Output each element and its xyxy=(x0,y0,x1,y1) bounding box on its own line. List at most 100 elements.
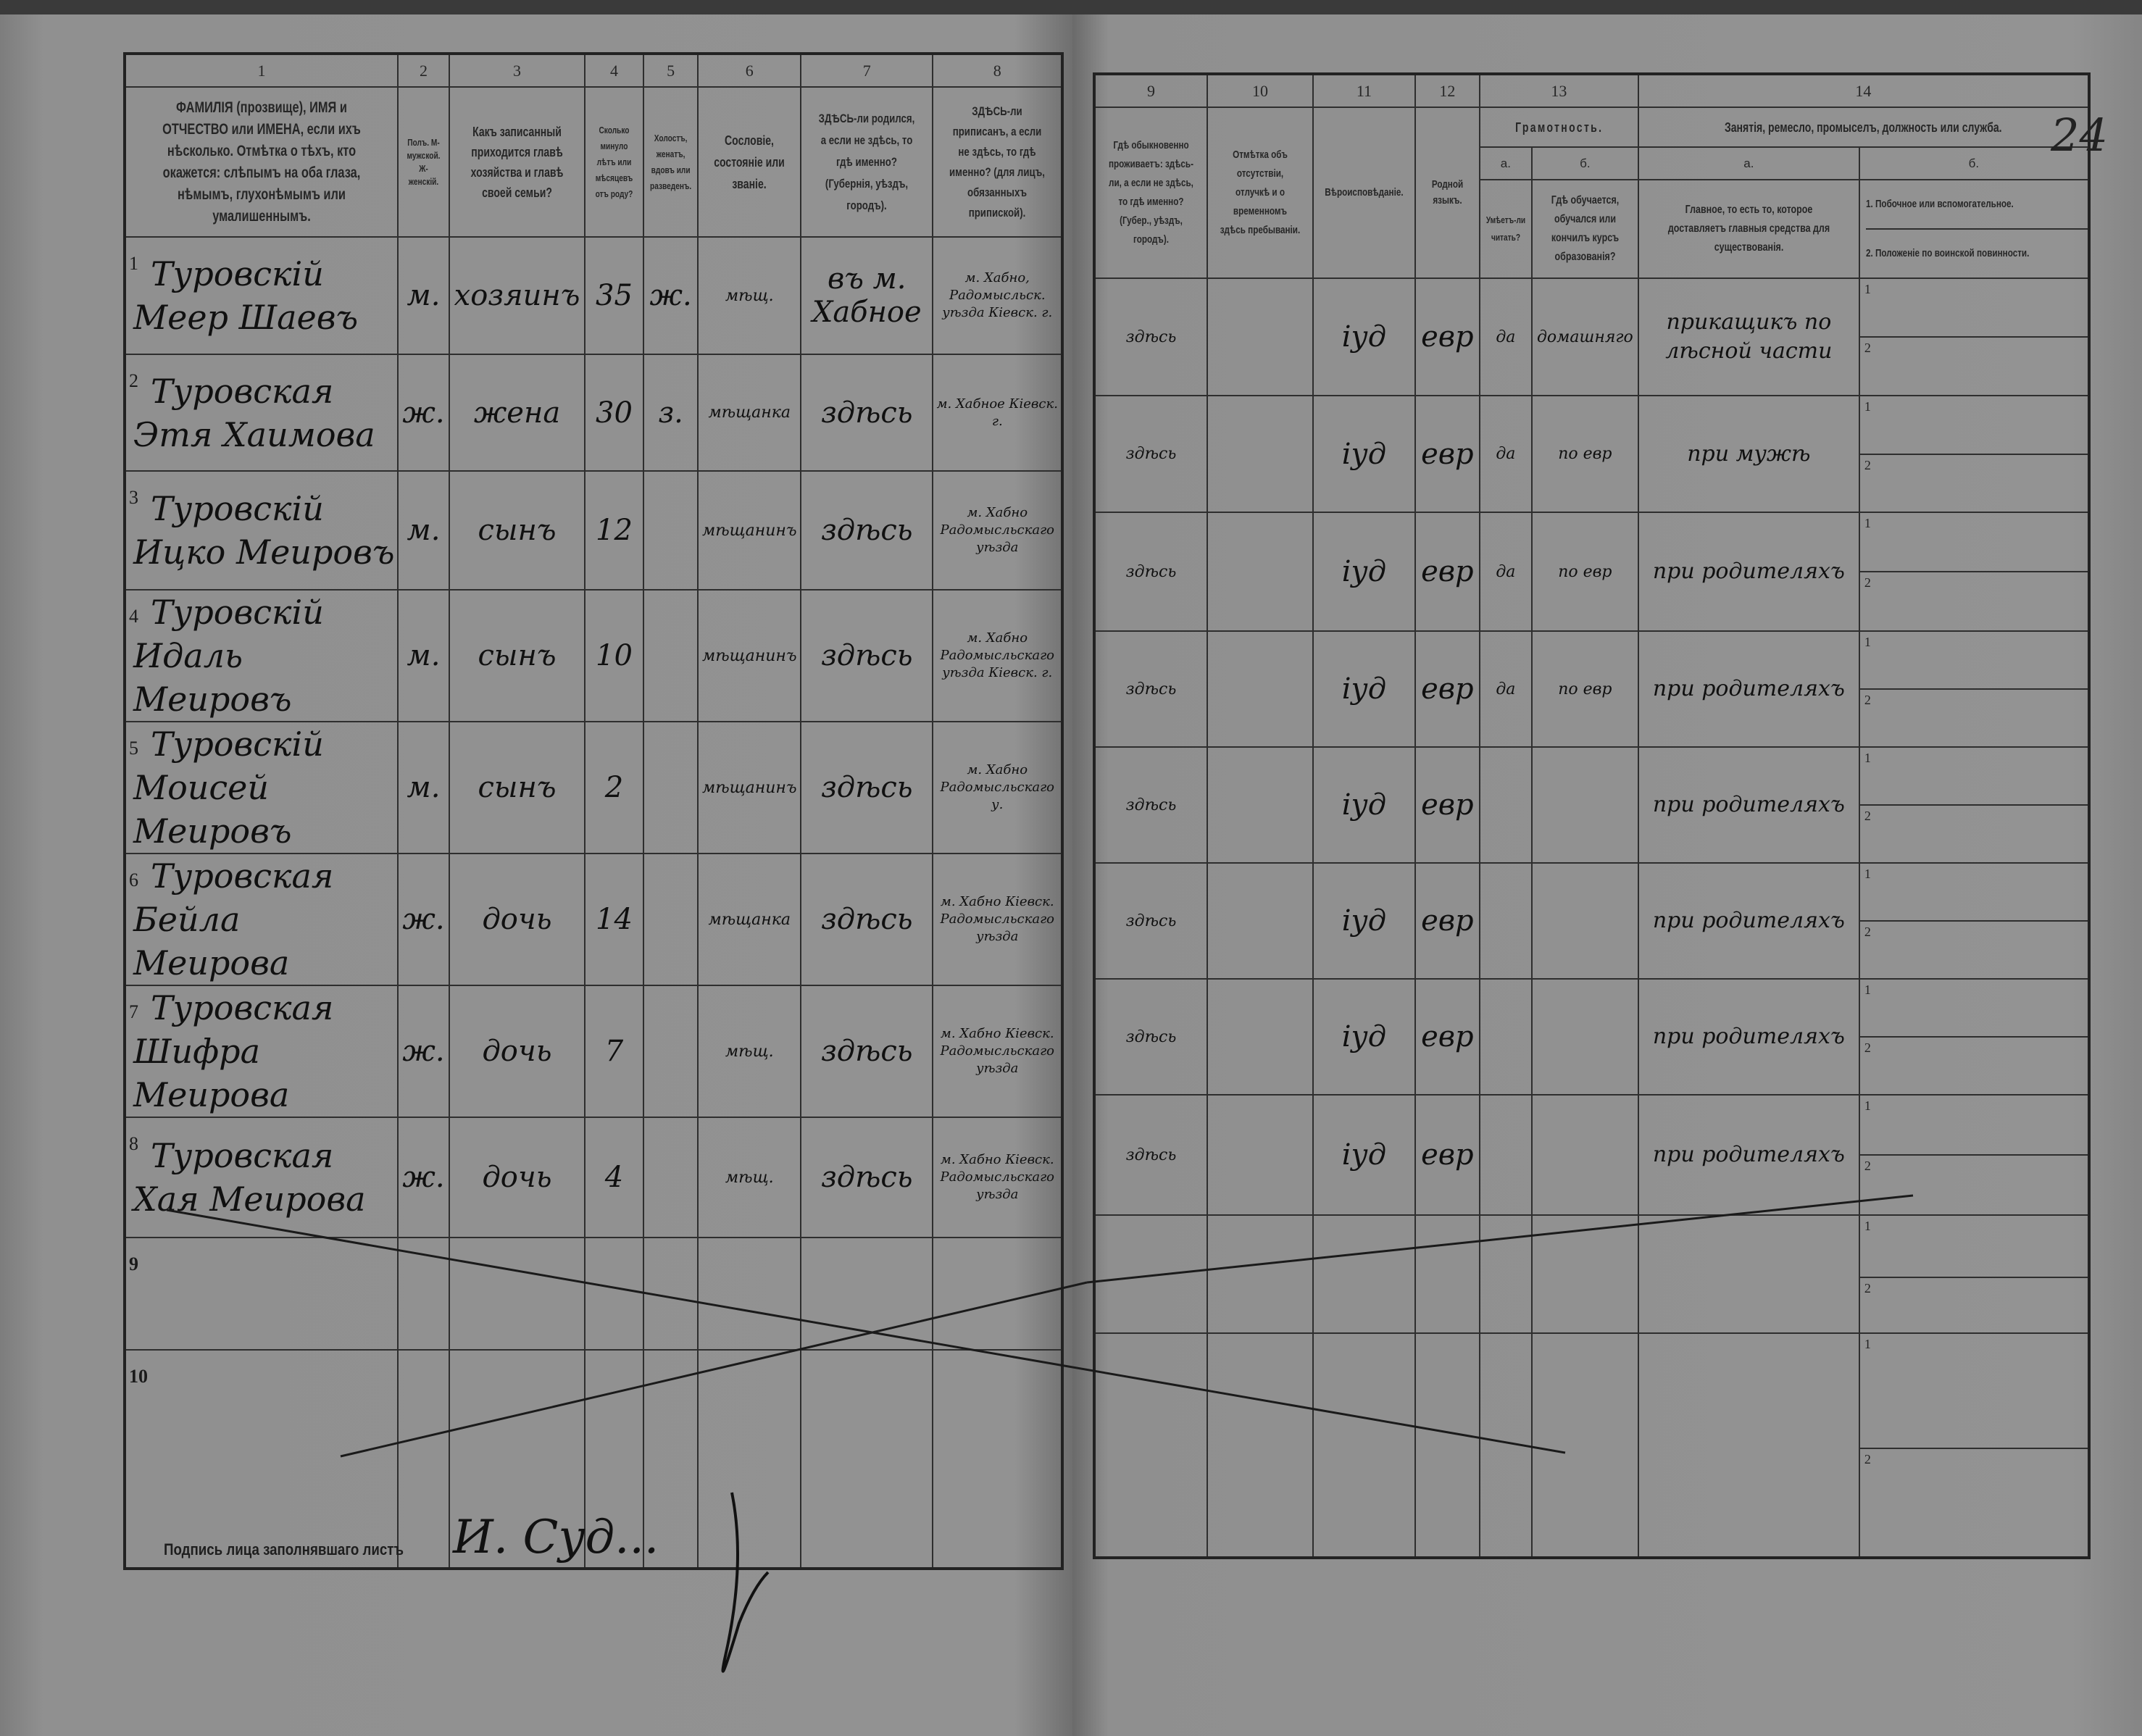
header-relation: Какъ записанный приходится главѣ хозяйст… xyxy=(470,124,564,200)
empty-cell xyxy=(932,1349,1064,1569)
column-header-row: ФАМИЛІЯ (прозвище), ИМЯ и ОТЧЕСТВО или И… xyxy=(124,86,1064,238)
residence-cell: здѣсь xyxy=(1093,630,1208,748)
surname: Туровская xyxy=(151,1136,334,1175)
given-name-patronymic: Ицко Меировъ xyxy=(133,533,395,572)
signature-flourish xyxy=(721,1492,770,1673)
sex-cell: м. xyxy=(397,721,450,854)
given-name-patronymic: Этя Хаимова xyxy=(133,414,375,454)
military-status-cell: 2 xyxy=(1858,1277,2090,1334)
header-language: Родной языкъ. xyxy=(1431,178,1464,206)
surname: Туровская xyxy=(151,371,334,411)
given-name-patronymic: Моисей Меировъ xyxy=(133,768,292,851)
occupation-cell: при родителяхъ xyxy=(1637,746,1860,864)
education-cell xyxy=(1530,862,1639,980)
person-name-cell: 7 Туровская Шифра Меирова xyxy=(124,985,399,1118)
person-name-cell: 2 Туровская Этя Хаимова xyxy=(124,354,399,472)
surname: Туровскій xyxy=(151,725,324,764)
header-occupation-group: Занятія, ремесло, промыселъ, должность и… xyxy=(1725,120,2002,135)
table-row-sub: 2 xyxy=(1094,688,2090,748)
empty-cell xyxy=(1530,1214,1639,1334)
registered-cell: м. Хабно Радомысльскаго уѣзда xyxy=(932,470,1064,591)
secondary-occupation-cell: 1 xyxy=(1858,1332,2090,1449)
literate-cell xyxy=(1478,978,1533,1096)
surname: Туровскій xyxy=(151,489,324,528)
empty-cell xyxy=(449,1237,585,1351)
header-birthplace: ЗДѢСЬ-ли родился, а если не здѣсь, то гд… xyxy=(818,111,915,212)
table-row: здѣсь іуд евр да по евр при родителяхъ 1 xyxy=(1093,630,2090,748)
sex-cell: ж. xyxy=(397,354,450,472)
sex-cell: м. xyxy=(397,589,450,722)
registered-cell: м. Хабное Кіевск. г. xyxy=(932,354,1064,472)
table-row: 2 Туровская Этя Хаимова ж. жена 30 з. мѣщанка зд… xyxy=(124,354,1064,472)
relation-cell: сынъ xyxy=(449,721,585,854)
residence-cell: здѣсь xyxy=(1093,978,1208,1096)
col-number: 5 xyxy=(642,53,699,88)
census-table-left: 1 2 3 4 5 6 7 8 ФАМИЛІЯ (прозвище), ИМЯ … xyxy=(123,52,1064,1570)
literate-cell: да xyxy=(1478,630,1533,748)
occupation-cell: при родителяхъ xyxy=(1637,978,1860,1096)
born-cell: здѣсь xyxy=(800,721,934,854)
header-registered: ЗДѢСЬ-ли приписанъ, а если не здѣсь, то … xyxy=(949,104,1046,220)
given-name-patronymic: Шифра Меирова xyxy=(133,1032,290,1114)
religion-cell: іуд xyxy=(1312,862,1416,980)
table-row: 6 Туровская Бейла Меирова ж. дочь 14 мѣщанка зд… xyxy=(124,853,1064,986)
residence-cell: здѣсь xyxy=(1093,395,1208,513)
empty-cell xyxy=(800,1349,934,1569)
surname: Туровская xyxy=(151,988,334,1027)
born-cell: здѣсь xyxy=(800,354,934,472)
header-literacy: Грамотность. xyxy=(1514,120,1604,135)
secondary-occupation-cell: 1 xyxy=(1858,512,2090,572)
marital-cell xyxy=(642,589,699,722)
header-14a-letter: а. xyxy=(1637,146,1860,180)
education-cell xyxy=(1530,1094,1639,1216)
page-number: 24 xyxy=(2051,109,2108,162)
empty-cell xyxy=(1637,1214,1860,1334)
registered-cell: м. Хабно Радомысльскаго уѣзда Кіевск. г. xyxy=(932,589,1064,722)
born-cell: здѣсь xyxy=(800,1117,934,1238)
age-cell: 14 xyxy=(584,853,644,986)
col-number: 13 xyxy=(1478,73,1639,108)
military-status-cell: 2 xyxy=(1858,1154,2090,1216)
signature-handwritten: И. Суд... xyxy=(453,1511,659,1564)
empty-cell xyxy=(584,1237,644,1351)
secondary-occupation-cell: 1 xyxy=(1858,1214,2090,1278)
person-name-cell: 5 Туровскій Моисей Меировъ xyxy=(124,721,399,854)
absence-cell xyxy=(1207,746,1314,864)
residence-cell: здѣсь xyxy=(1093,746,1208,864)
table-row-sub: 2 xyxy=(1094,336,2090,396)
table-row-sub: 2 xyxy=(1094,804,2090,864)
table-row: здѣсь іуд евр при родителяхъ 1 xyxy=(1093,746,2090,864)
column-number-row: 9 10 11 12 13 14 xyxy=(1093,73,2090,108)
empty-cell xyxy=(1207,1214,1314,1334)
table-row: 3 Туровскій Ицко Меировъ м. сынъ 12 мѣщанинъ зд… xyxy=(124,470,1064,591)
header-age: Сколько минуло лѣтъ или мѣсяцевъ отъ род… xyxy=(595,124,633,199)
estate-cell: мѣщ. xyxy=(697,985,802,1118)
estate-cell: мѣщ. xyxy=(697,1117,802,1238)
row-number: 1 xyxy=(129,253,138,274)
surname: Туровская xyxy=(151,856,334,896)
header-main-occupation: Главное, то есть то, которое доставляетъ… xyxy=(1667,204,1830,254)
table-row: здѣсь іуд евр да домашняго прикащикъ по лѣсно… xyxy=(1093,277,2090,396)
table-row: здѣсь іуд евр при родителяхъ 1 xyxy=(1093,862,2090,980)
header-13b-letter: б. xyxy=(1530,146,1639,180)
given-name-patronymic: Бейла Меирова xyxy=(133,900,290,982)
military-status-cell: 2 xyxy=(1858,920,2090,980)
row-number: 9 xyxy=(129,1253,138,1274)
empty-cell xyxy=(1478,1214,1533,1334)
empty-cell xyxy=(697,1237,802,1351)
row-number: 5 xyxy=(129,738,138,759)
absence-cell xyxy=(1207,630,1314,748)
religion-cell: іуд xyxy=(1312,1094,1416,1216)
given-name-patronymic: Меер Шаевъ xyxy=(133,298,359,337)
header-secondary-occupation: 1. Побочное или вспомогательное. xyxy=(1865,198,2014,210)
born-cell: здѣсь xyxy=(800,985,934,1118)
secondary-occupation-cell: 1 xyxy=(1858,1094,2090,1156)
row-number: 2 xyxy=(129,370,138,391)
table-row-sub: 2 xyxy=(1094,454,2090,513)
empty-cell xyxy=(1530,1332,1639,1558)
estate-cell: мѣщанинъ xyxy=(697,589,802,722)
education-cell: по евр xyxy=(1530,630,1639,748)
religion-cell: іуд xyxy=(1312,630,1416,748)
row-number: 6 xyxy=(129,869,138,890)
table-row-sub: 2 xyxy=(1094,571,2090,632)
